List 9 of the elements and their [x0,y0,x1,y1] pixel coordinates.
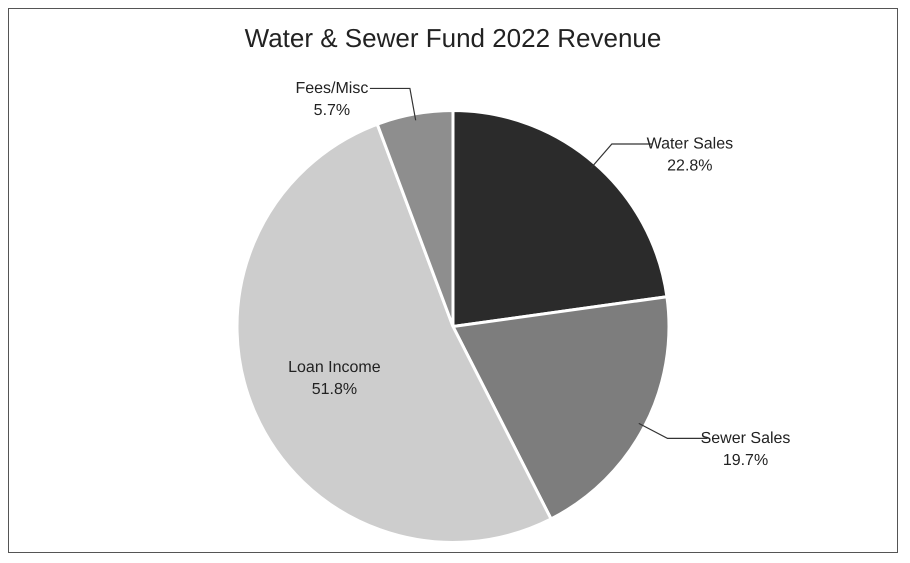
slice-label: Water Sales [646,135,734,152]
data-label: 19.7% [722,452,768,469]
data-label: 5.7% [314,102,350,119]
slice-label: Loan Income [288,359,381,376]
slice-label: Fees/Misc [295,80,368,97]
data-label: 51.8% [312,381,358,398]
slice-label: Sewer Sales [700,430,790,447]
chart-title: Water & Sewer Fund 2022 Revenue [244,23,662,54]
data-label: 22.8% [667,157,713,174]
